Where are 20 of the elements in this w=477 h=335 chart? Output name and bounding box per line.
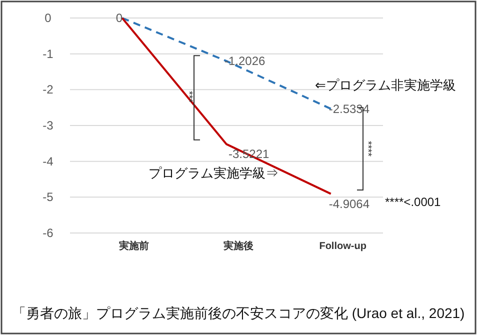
data-label: -2.5334	[328, 102, 370, 116]
data-label: -1.2026	[224, 54, 266, 68]
x-tick-label: Follow-up	[319, 241, 366, 252]
text: ****<.0001	[385, 195, 442, 210]
y-tick-label: -5	[42, 190, 54, 204]
text: 「勇者の旅」プログラム実施前後の不安スコアの変化 (Urao et al., 2021)	[12, 305, 465, 321]
series-label: プログラム実施学級⇒	[148, 165, 279, 180]
y-tick-label: 0	[44, 11, 52, 25]
x-tick-label: 実施後	[222, 240, 254, 252]
y-tick-label: -6	[42, 226, 54, 240]
y-tick-label: -1	[42, 46, 54, 61]
x-tick-label: 実施前	[118, 240, 150, 252]
annotation: ***	[183, 90, 194, 103]
y-tick-label: -4	[42, 154, 54, 168]
data-label: 0	[116, 11, 123, 25]
y-tick-label: -3	[42, 118, 54, 132]
y-tick-label: -2	[42, 82, 54, 97]
series-label: ⇐プログラム非実施学級	[315, 78, 456, 93]
data-label: -4.9064	[328, 196, 370, 211]
annotation: ****	[362, 141, 373, 157]
